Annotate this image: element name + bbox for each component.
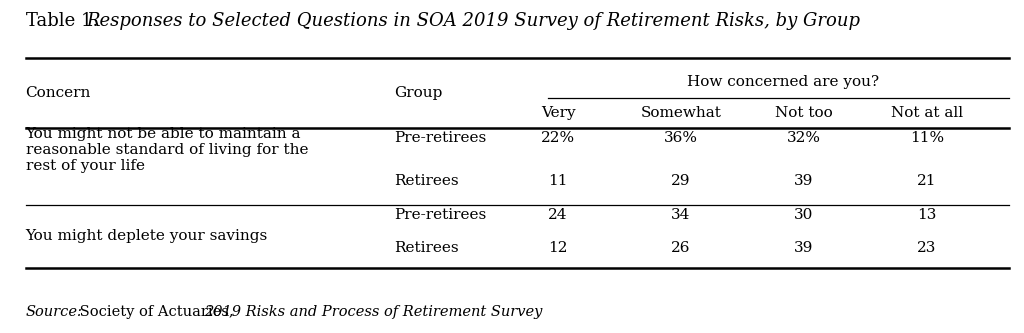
- Text: Not too: Not too: [775, 106, 833, 120]
- Text: You might deplete your savings: You might deplete your savings: [26, 229, 268, 243]
- Text: 39: 39: [795, 174, 813, 188]
- Text: 22%: 22%: [541, 131, 575, 145]
- Text: 39: 39: [795, 241, 813, 255]
- Text: 11%: 11%: [909, 131, 944, 145]
- Text: 2019 Risks and Process of Retirement Survey: 2019 Risks and Process of Retirement Sur…: [204, 305, 542, 319]
- Text: Retirees: Retirees: [394, 241, 459, 255]
- Text: 26: 26: [671, 241, 691, 255]
- Text: 30: 30: [795, 208, 813, 222]
- Text: 29: 29: [671, 174, 691, 188]
- Text: 24: 24: [548, 208, 568, 222]
- Text: Society of Actuaries,: Society of Actuaries,: [75, 305, 238, 319]
- Text: 13: 13: [918, 208, 936, 222]
- Text: 32%: 32%: [786, 131, 821, 145]
- Text: 36%: 36%: [664, 131, 698, 145]
- Text: Retirees: Retirees: [394, 174, 459, 188]
- Text: How concerned are you?: How concerned are you?: [687, 75, 880, 89]
- Text: 11: 11: [548, 174, 568, 188]
- Text: Very: Very: [541, 106, 575, 120]
- Text: Table 1.: Table 1.: [26, 12, 103, 30]
- Text: 21: 21: [916, 174, 937, 188]
- Text: 12: 12: [548, 241, 568, 255]
- Text: 23: 23: [918, 241, 936, 255]
- Text: You might not be able to maintain a
reasonable standard of living for the
rest o: You might not be able to maintain a reas…: [26, 127, 308, 173]
- Text: Not at all: Not at all: [891, 106, 963, 120]
- Text: Responses to Selected Questions in SOA 2019 Survey of Retirement Risks, by Group: Responses to Selected Questions in SOA 2…: [86, 12, 860, 30]
- Text: Source:: Source:: [26, 305, 83, 319]
- Text: Concern: Concern: [26, 86, 91, 100]
- Text: .: .: [458, 305, 463, 319]
- Text: Group: Group: [394, 86, 442, 100]
- Text: Somewhat: Somewhat: [641, 106, 721, 120]
- Text: Pre-retirees: Pre-retirees: [394, 131, 486, 145]
- Text: Pre-retirees: Pre-retirees: [394, 208, 486, 222]
- Text: 34: 34: [672, 208, 690, 222]
